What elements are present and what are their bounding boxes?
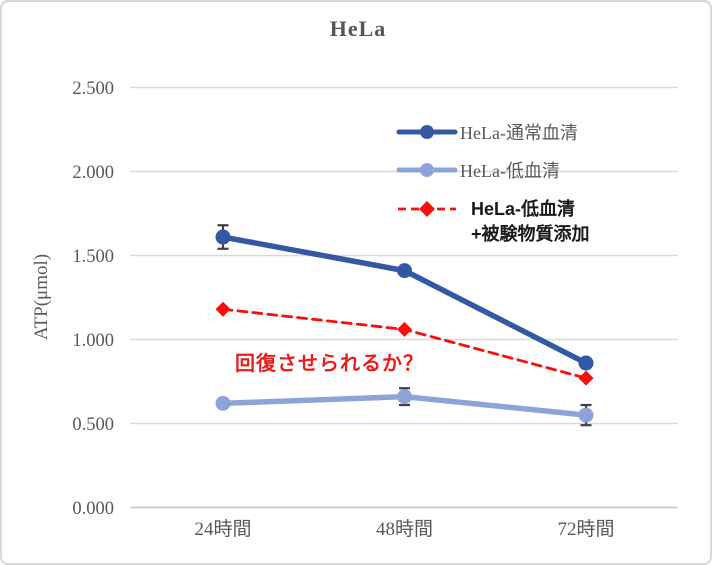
y-tick-label: 1.000 — [72, 331, 114, 351]
y-tick-label: 0.500 — [72, 415, 114, 435]
legend-label-low-serum-test-substance: HeLa-低血清 +被験物質添加 — [471, 197, 590, 247]
data-point-circle — [215, 395, 231, 411]
legend-line-circle-icon — [396, 125, 458, 139]
data-point-diamond — [215, 301, 231, 317]
data-point-diamond — [397, 321, 412, 337]
legend: HeLa-通常血清 HeLa-低血清 HeLa-低血清 +被験物質添加 — [396, 119, 590, 259]
x-tick-label: 24時間 — [194, 518, 251, 540]
legend-line-circle-icon — [396, 163, 458, 177]
legend-label-low-serum: HeLa-低血清 — [460, 161, 560, 181]
data-point-circle — [578, 407, 594, 423]
legend-label-line1: HeLa-低血清 — [471, 199, 576, 219]
x-tick-label: 48時間 — [376, 518, 433, 540]
legend-item-low-serum: HeLa-低血清 — [396, 157, 590, 183]
y-tick-label: 2.000 — [72, 163, 114, 183]
legend-label-normal-serum: HeLa-通常血清 — [460, 123, 578, 143]
data-point-circle — [397, 389, 412, 405]
chart-title: HeLa — [329, 16, 387, 41]
y-tick-label: 0.000 — [72, 499, 114, 519]
annotation-text: 回復させられるか？ — [235, 353, 424, 375]
data-point-diamond — [578, 370, 594, 386]
legend-item-normal-serum: HeLa-通常血清 — [396, 119, 590, 145]
legend-label-line2: +被験物質添加 — [471, 224, 590, 244]
legend-item-low-serum-test-substance: HeLa-低血清 +被験物質添加 — [396, 197, 590, 247]
y-tick-label: 2.500 — [72, 79, 114, 99]
data-point-circle — [578, 355, 594, 371]
legend-dashed-diamond-icon — [398, 201, 456, 217]
y-tick-label: 1.500 — [72, 247, 114, 267]
data-point-circle — [397, 263, 412, 279]
x-tick-label: 72時間 — [557, 518, 614, 540]
data-point-circle — [215, 229, 231, 245]
